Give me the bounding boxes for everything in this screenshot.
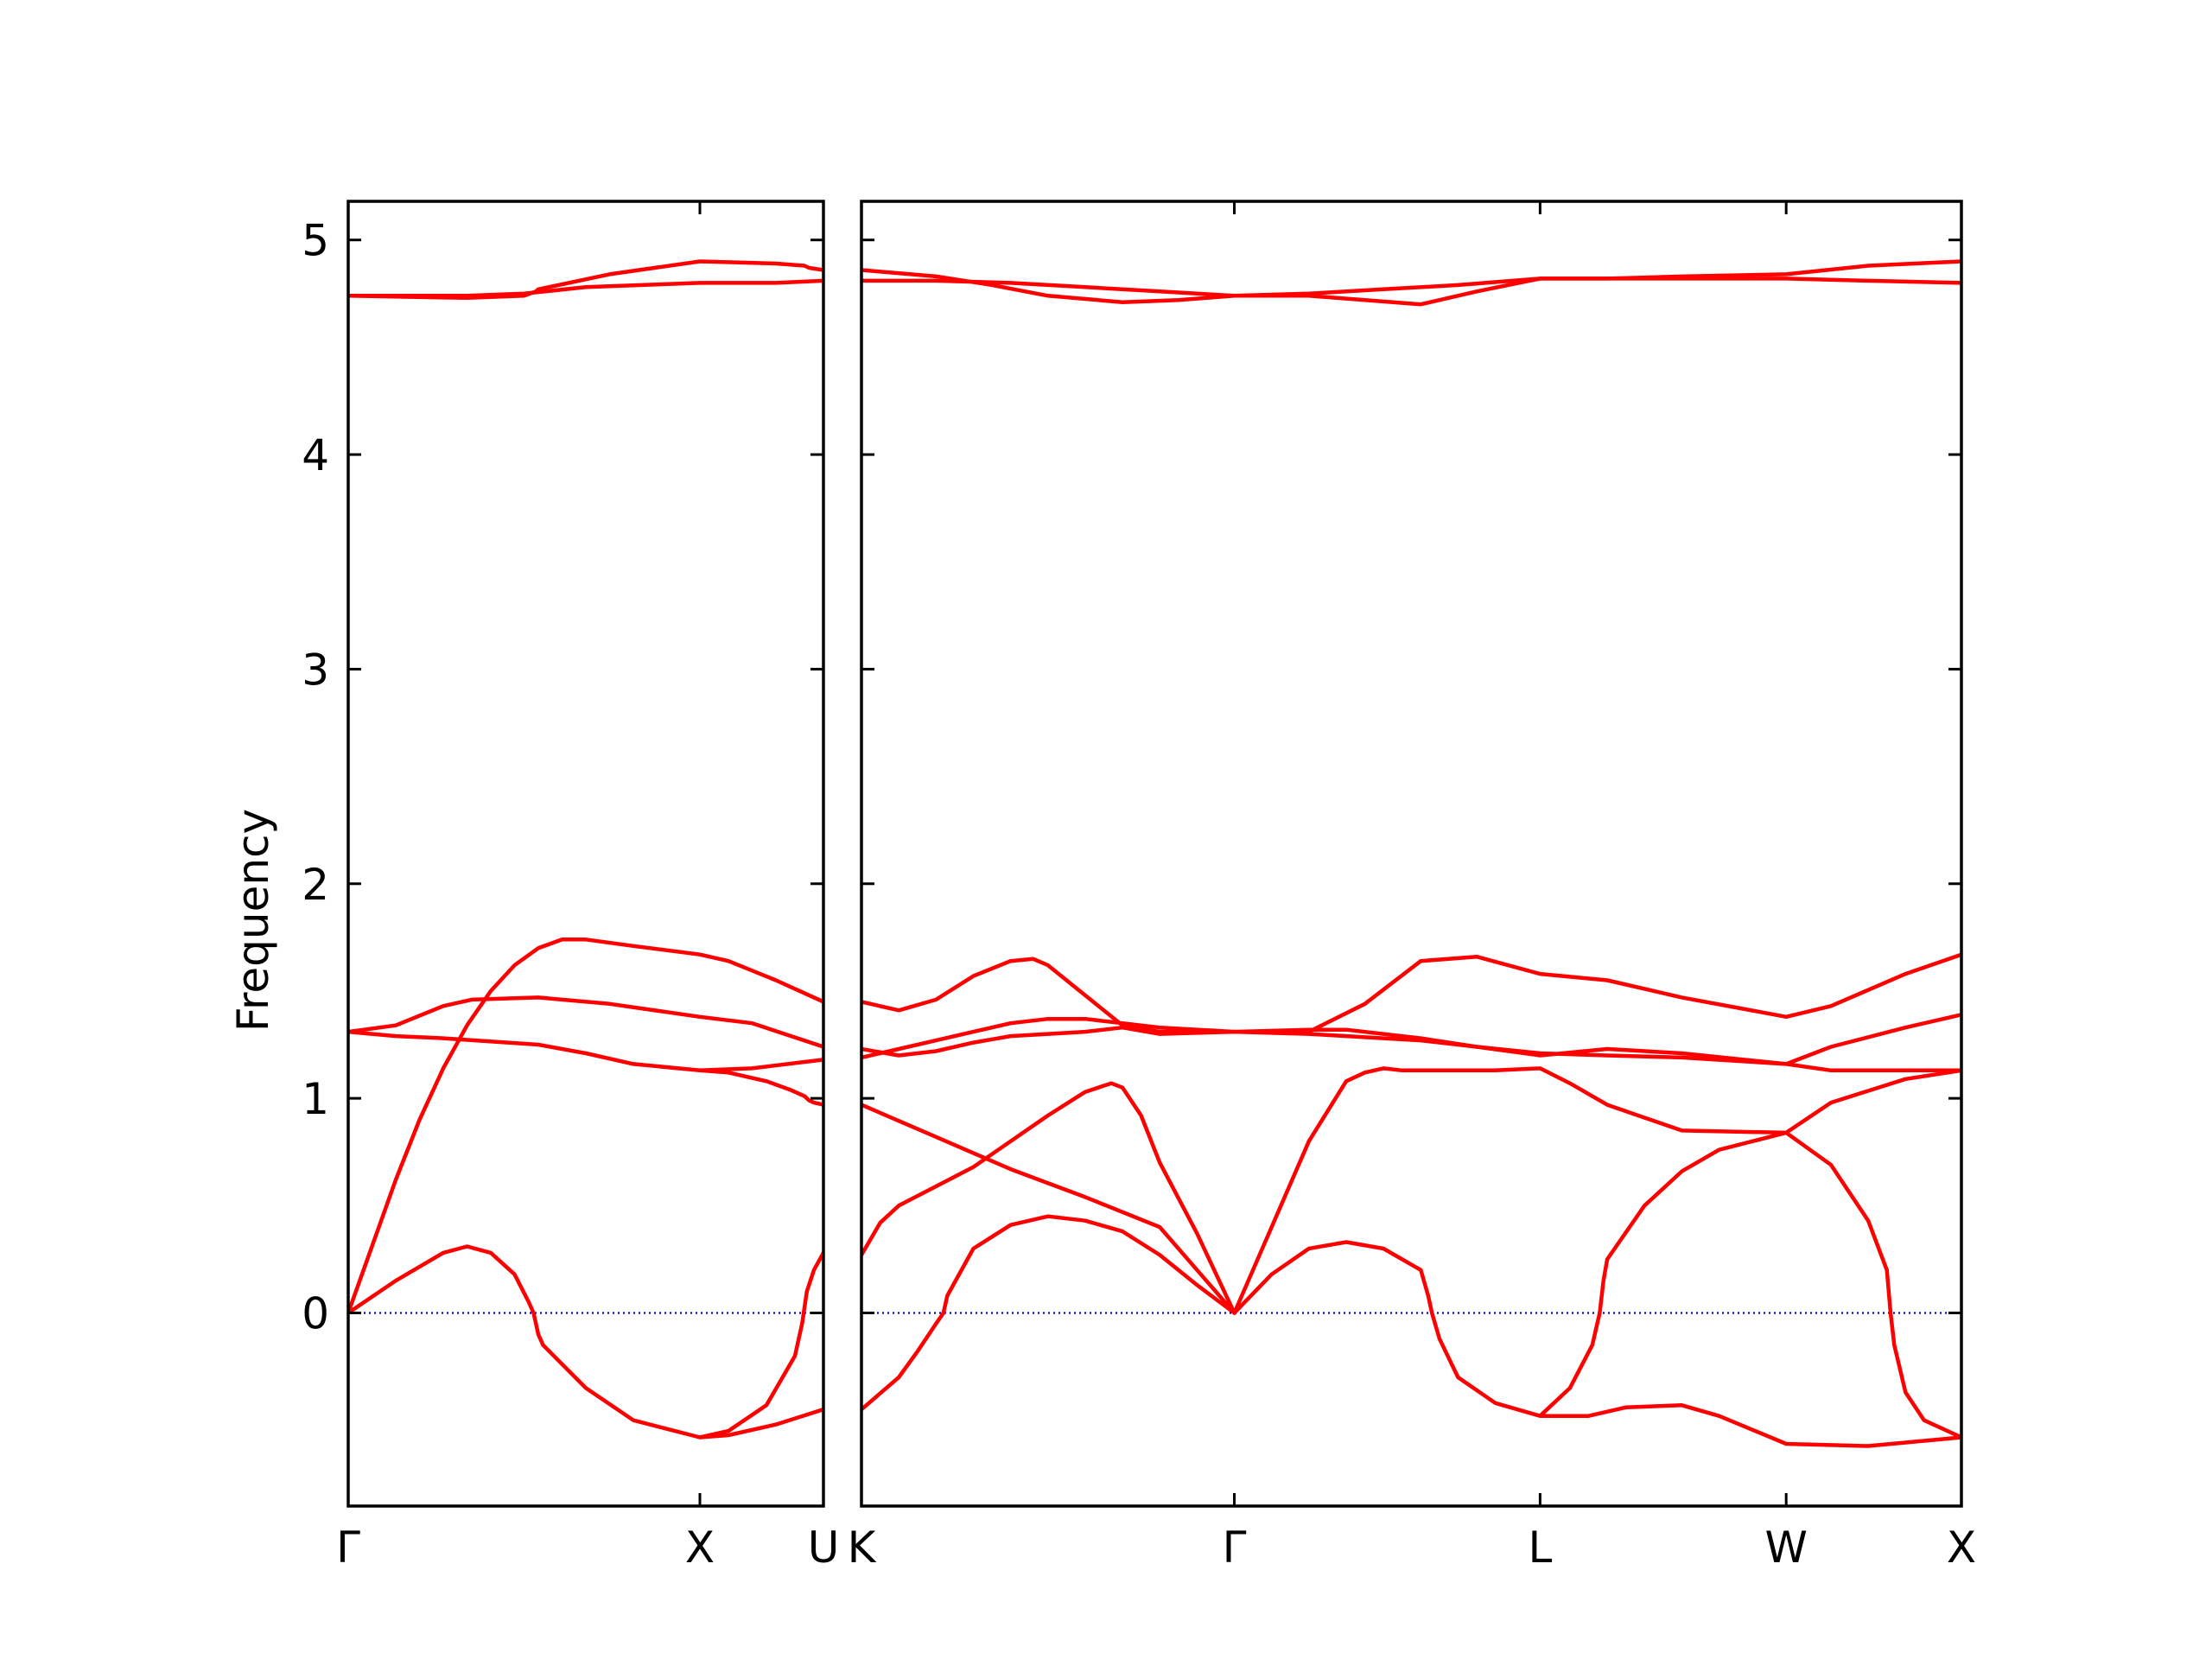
band-line-2 xyxy=(348,278,823,298)
band-line-12 xyxy=(1783,1130,1961,1440)
x-tick-label: W xyxy=(1764,1522,1807,1573)
x-tick-label: U xyxy=(808,1522,840,1573)
band-line-8 xyxy=(861,1214,1236,1412)
x-tick-label: L xyxy=(1528,1522,1552,1573)
x-tick-label: Γ xyxy=(1223,1522,1247,1573)
y-axis-label: Frequency xyxy=(228,809,278,1032)
y-tick-label: 2 xyxy=(302,860,329,910)
band-line-5 xyxy=(861,1016,1961,1073)
band-line-6 xyxy=(861,1103,1236,1315)
panel-frame xyxy=(346,200,825,1508)
band-line-3 xyxy=(348,938,823,1315)
band-line-8 xyxy=(697,1068,823,1107)
y-tick-label: 5 xyxy=(302,216,329,266)
x-tick-label: X xyxy=(685,1522,715,1573)
x-tick-label: X xyxy=(1947,1522,1976,1573)
band-line-5 xyxy=(348,1029,823,1073)
x-tick-label: Γ xyxy=(336,1522,360,1573)
band-line-9 xyxy=(1232,1066,1961,1315)
band-lines xyxy=(348,259,823,1440)
x-tick-label: K xyxy=(848,1522,877,1573)
y-tick-label: 1 xyxy=(302,1074,329,1124)
panel-frame xyxy=(860,200,1963,1508)
plot-panels: 0 1 2 3 4 5 Γ X U K Γ L W X xyxy=(302,200,1976,1573)
band-line-1 xyxy=(348,259,823,301)
band-line-6 xyxy=(348,1244,545,1347)
band-line-2 xyxy=(861,276,1961,298)
band-line-9 xyxy=(697,1250,823,1440)
y-tick-label: 4 xyxy=(302,430,329,480)
band-lines xyxy=(861,259,1961,1448)
band-line-1 xyxy=(861,259,1961,307)
band-line-7 xyxy=(861,1081,1236,1315)
band-line-10 xyxy=(1232,1240,1961,1448)
band-line-11 xyxy=(1538,1130,1789,1418)
y-tick-label: 0 xyxy=(302,1288,329,1338)
band-line-4 xyxy=(348,995,823,1049)
y-tick-label: 3 xyxy=(302,645,329,695)
panel-1: 0 1 2 3 4 5 Γ X U xyxy=(302,200,840,1573)
